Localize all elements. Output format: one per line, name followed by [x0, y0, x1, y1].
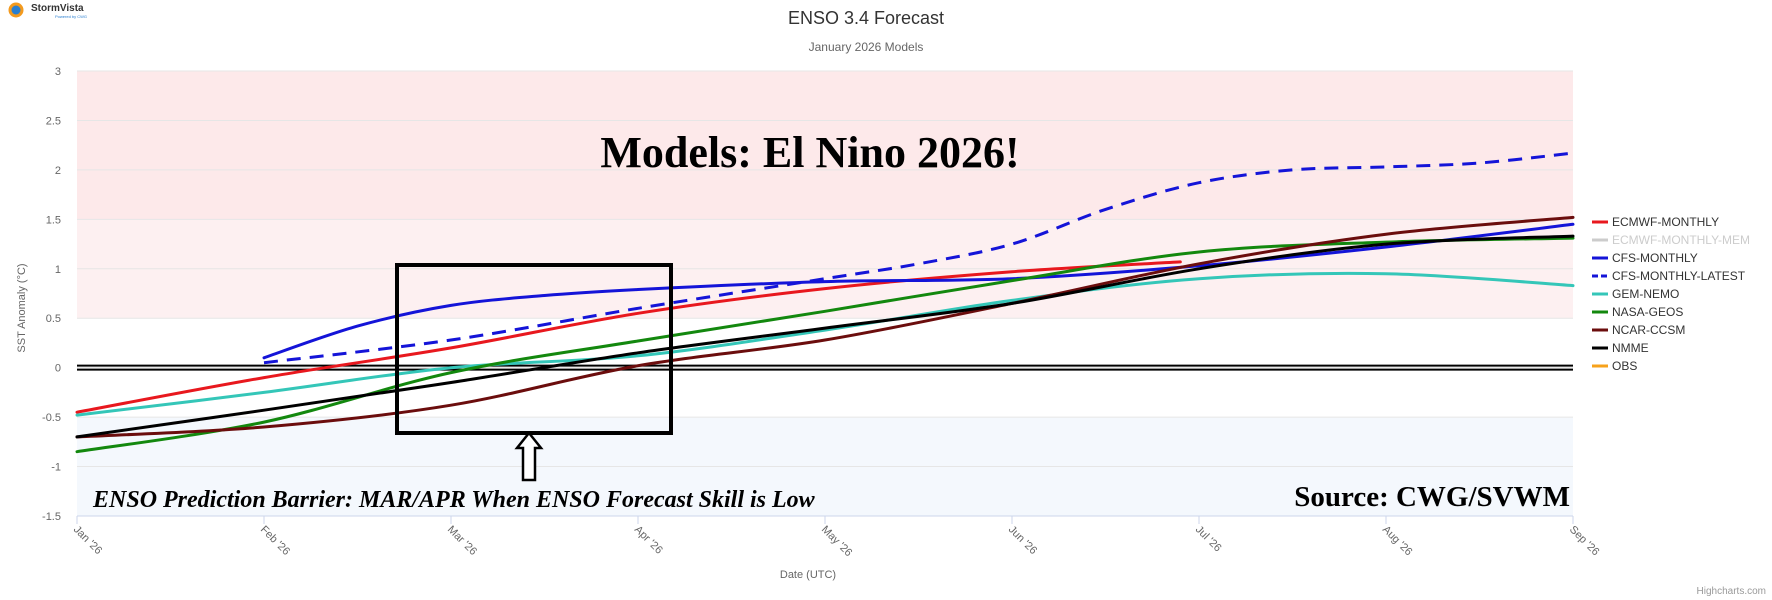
- y-tick-label: -0.5: [42, 412, 61, 424]
- legend-label: GEM-NEMO: [1612, 287, 1679, 301]
- y-axis-ticks: 3 2.5 2 1.5 1 0.5 0 -0.5 -1 -1.5: [42, 66, 61, 523]
- stormvista-logo[interactable]: StormVista Powered by CWG: [8, 2, 88, 20]
- x-tick-label: Apr '26: [632, 524, 665, 557]
- legend-item-obs[interactable]: OBS: [1592, 359, 1637, 373]
- plot-band-0: [77, 71, 1573, 220]
- zero-line: [77, 364, 1573, 371]
- chart-title: ENSO 3.4 Forecast: [788, 8, 944, 28]
- logo-tagline: Powered by CWG: [55, 14, 87, 19]
- legend-item-nasa-geos[interactable]: NASA-GEOS: [1592, 305, 1683, 319]
- highcharts-credit-link[interactable]: Highcharts.com: [1697, 586, 1766, 597]
- legend-label: OBS: [1612, 359, 1637, 373]
- x-tick-label: Sep '26: [1567, 524, 1602, 559]
- legend-item-gem-nemo[interactable]: GEM-NEMO: [1592, 287, 1679, 301]
- y-tick-label: 1.5: [46, 214, 61, 226]
- x-tick-label: Mar '26: [445, 524, 479, 558]
- legend-item-ecmwf-monthly[interactable]: ECMWF-MONTHLY: [1592, 215, 1719, 229]
- series-line-gem-nemo[interactable]: [75, 271, 1575, 417]
- legend-item-cfs-monthly[interactable]: CFS-MONTHLY: [1592, 251, 1698, 265]
- logo-icon-inner: [11, 5, 21, 15]
- series-line-cfs-monthly[interactable]: [262, 222, 1575, 360]
- legend-label: NASA-GEOS: [1612, 305, 1683, 319]
- banner-annotation: Models: El Nino 2026!: [600, 128, 1019, 177]
- series-line-nmme[interactable]: [75, 234, 1575, 439]
- y-tick-label: 1: [55, 264, 61, 276]
- legend-label: ECMWF-MONTHLY: [1612, 215, 1719, 229]
- series-line-nasa-geos[interactable]: [75, 236, 1575, 454]
- legend-item-ecmwf-monthly-mem[interactable]: ECMWF-MONTHLY-MEM: [1592, 233, 1750, 247]
- legend-item-ncar-ccsm[interactable]: NCAR-CCSM: [1592, 323, 1685, 337]
- y-axis-title: SST Anomaly (°C): [16, 263, 28, 352]
- y-tick-label: -1.5: [42, 511, 61, 523]
- series-line-ncar-ccsm[interactable]: [75, 215, 1575, 439]
- x-tick-label: Jun '26: [1006, 524, 1039, 557]
- y-tick-label: 0.5: [46, 313, 61, 325]
- prediction-barrier-box: [395, 263, 673, 435]
- y-tick-label: -1: [51, 462, 61, 474]
- y-tick-label: 0: [55, 363, 61, 375]
- legend-item-cfs-monthly-latest[interactable]: CFS-MONTHLY-LATEST: [1592, 269, 1746, 283]
- legend-label: CFS-MONTHLY-LATEST: [1612, 269, 1746, 283]
- legend-label: CFS-MONTHLY: [1612, 251, 1698, 265]
- chart-subtitle: January 2026 Models: [809, 40, 924, 54]
- source-annotation: Source: CWG/SVWM: [1294, 481, 1570, 513]
- x-tick-label: Jan '26: [71, 524, 104, 557]
- legend-label: ECMWF-MONTHLY-MEM: [1612, 233, 1750, 247]
- y-tick-label: 3: [55, 66, 61, 78]
- legend-label: NMME: [1612, 341, 1649, 355]
- series-line-ecmwf-monthly[interactable]: [75, 260, 1182, 414]
- series-line-cfs-monthly-latest[interactable]: [263, 151, 1574, 365]
- x-tick-label: May '26: [819, 524, 854, 559]
- legend-item-nmme[interactable]: NMME: [1592, 341, 1649, 355]
- logo-name: StormVista: [31, 3, 84, 14]
- x-tick-label: Aug '26: [1380, 524, 1415, 559]
- legend: ECMWF-MONTHLY ECMWF-MONTHLY-MEM CFS-MONTHL…: [1592, 215, 1750, 373]
- up-arrow-icon: [514, 430, 544, 482]
- x-axis-title: Date (UTC): [780, 569, 836, 581]
- x-axis-ticks: Jan '26 Feb '26 Mar '26 Apr '26 May '26 Jun '…: [71, 515, 1602, 559]
- barrier-annotation: ENSO Prediction Barrier: MAR/APR When EN…: [92, 487, 816, 513]
- x-tick-label: Jul '26: [1193, 524, 1224, 555]
- y-tick-label: 2.5: [46, 115, 61, 127]
- x-tick-label: Feb '26: [258, 524, 292, 558]
- series-lines: [75, 151, 1575, 454]
- y-tick-label: 2: [55, 165, 61, 177]
- legend-label: NCAR-CCSM: [1612, 323, 1685, 337]
